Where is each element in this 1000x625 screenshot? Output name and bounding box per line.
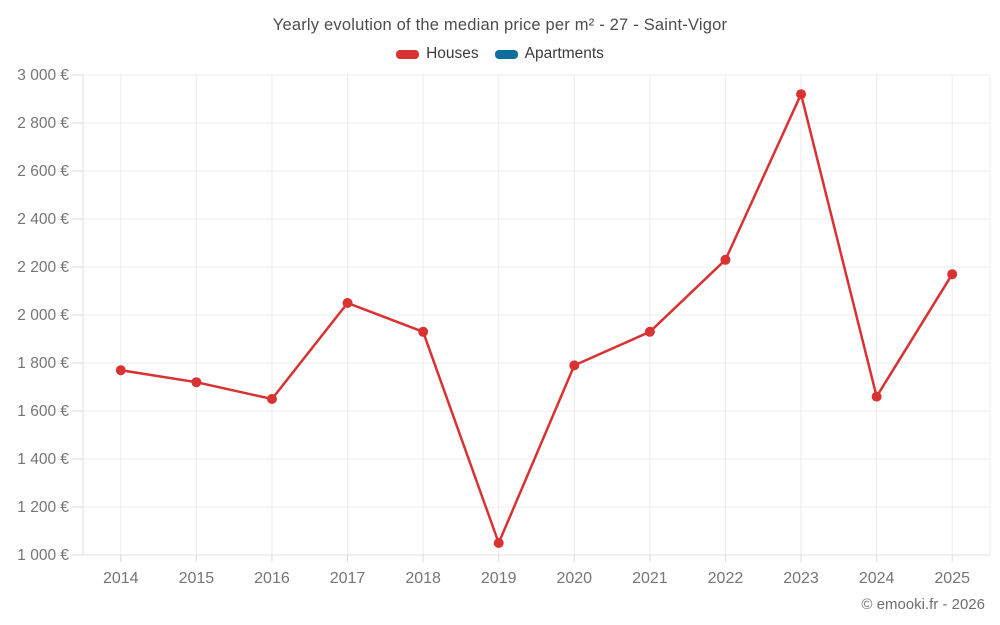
houses-point-2021[interactable] (644, 326, 655, 337)
y-tick-label: 1 000 € (17, 547, 69, 564)
houses-point-2023[interactable] (796, 89, 807, 100)
houses-point-2017[interactable] (342, 298, 353, 308)
y-tick-label: 3 000 € (17, 67, 69, 84)
x-tick-label: 2014 (103, 570, 139, 587)
legend: Houses Apartments (0, 45, 1000, 63)
houses-point-2016[interactable] (266, 394, 277, 404)
x-tick-label: 2020 (556, 570, 592, 587)
legend-item-apartments[interactable]: Apartments (494, 45, 604, 63)
x-tick-label: 2015 (179, 570, 215, 587)
legend-label-houses: Houses (426, 45, 479, 62)
y-tick-label: 2 000 € (17, 307, 69, 324)
houses-point-2014[interactable] (115, 365, 126, 376)
y-tick-label: 1 200 € (17, 499, 69, 516)
houses-point-2019[interactable] (493, 538, 504, 548)
x-tick-label: 2021 (632, 570, 668, 587)
y-tick-label: 1 600 € (17, 403, 69, 420)
y-tick-label: 2 200 € (17, 259, 69, 276)
x-tick-label: 2016 (254, 570, 290, 587)
x-tick-label: 2025 (934, 570, 970, 587)
y-tick-label: 2 800 € (17, 115, 69, 132)
legend-item-houses[interactable]: Houses (396, 45, 479, 63)
houses-point-2025[interactable] (947, 269, 958, 280)
x-tick-label: 2022 (708, 570, 744, 587)
houses-point-2024[interactable] (871, 391, 882, 402)
houses-point-2022[interactable] (720, 254, 731, 265)
x-tick-label: 2019 (481, 570, 517, 587)
legend-label-apartments: Apartments (524, 45, 604, 62)
y-tick-label: 1 800 € (17, 355, 69, 372)
x-tick-label: 2018 (405, 570, 441, 587)
y-tick-label: 1 400 € (17, 451, 69, 468)
apartments-swatch-icon (494, 49, 518, 59)
houses-line-series (119, 92, 954, 545)
x-tick-label: 2024 (859, 570, 895, 587)
houses-point-2015[interactable] (191, 377, 202, 388)
y-tick-label: 2 600 € (17, 163, 69, 180)
x-tick-label: 2023 (783, 570, 819, 587)
houses-swatch-icon (396, 49, 420, 59)
x-tick-label: 2017 (330, 570, 366, 587)
houses-point-2018[interactable] (418, 326, 429, 337)
houses-point-2020[interactable] (569, 360, 580, 371)
footer-credit: © emooki.fr - 2026 (861, 596, 985, 613)
chart-title: Yearly evolution of the median price per… (272, 16, 728, 34)
y-tick-label: 2 400 € (17, 211, 69, 228)
